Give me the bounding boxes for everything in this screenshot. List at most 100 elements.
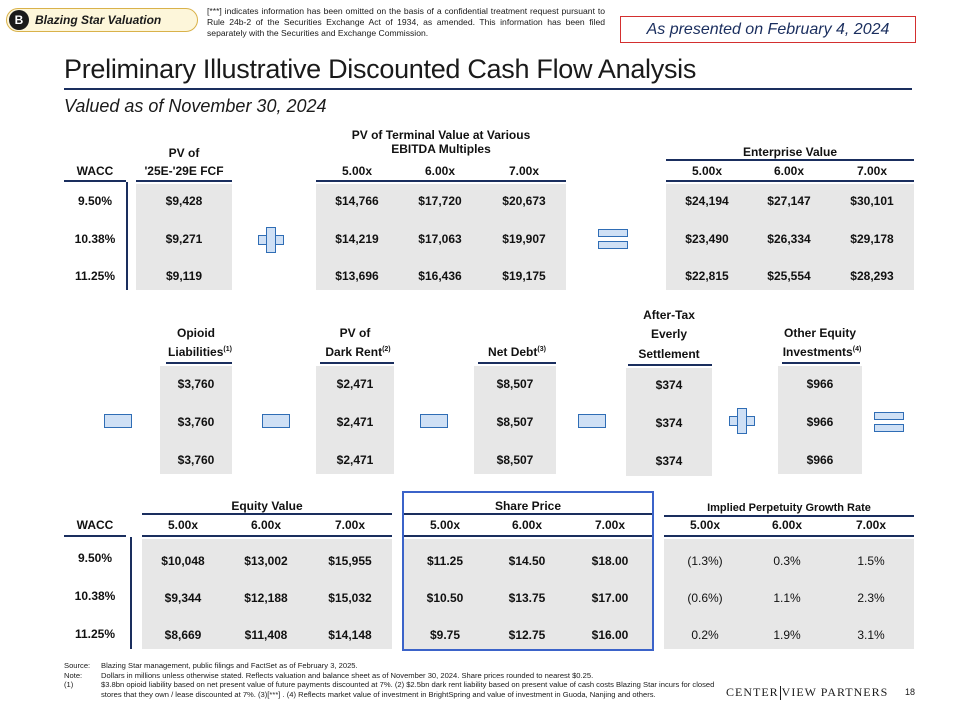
- share-price-header: Share Price: [494, 499, 562, 513]
- net-debt-header: Net Debt(3): [488, 345, 546, 359]
- dark-rent-header-line1: PV of: [339, 326, 371, 340]
- minus-icon: [578, 414, 606, 428]
- pv-fcf-band: [136, 184, 232, 290]
- pv-fcf-header-line1: PV of: [168, 146, 200, 160]
- ev-row1-col2: $27,147: [767, 194, 811, 208]
- top-wacc-row1: 9.50%: [77, 194, 113, 208]
- tv-row3-col3: $19,175: [502, 269, 546, 283]
- footnote-note: Note: Dollars in millions unless otherwi…: [64, 670, 594, 680]
- equals-icon: [874, 412, 904, 432]
- top-wacc-header: WACC: [76, 164, 114, 178]
- growth-multiple-3: 7.00x: [855, 518, 887, 532]
- pv-fcf-row3: $9,119: [165, 269, 203, 283]
- footnote-1: (1) $3.8bn opioid liability based on net…: [64, 680, 715, 699]
- tv-band: [316, 184, 566, 290]
- tv-row1-col1: $14,766: [335, 194, 379, 208]
- pv-fcf-rule: [136, 180, 232, 182]
- opioid-band: [160, 366, 232, 474]
- opioid-header-line1: Opioid: [177, 326, 215, 340]
- opioid-row1: $3,760: [177, 377, 215, 391]
- ev-multiple-1: 5.00x: [691, 164, 723, 178]
- growth-row1-col1: (1.3%): [687, 554, 723, 568]
- bottom-wacc-rule: [64, 535, 126, 537]
- ev-row2-col2: $26,334: [767, 232, 811, 246]
- share-multiple-1: 5.00x: [429, 518, 461, 532]
- share-row3-col3: $16.00: [591, 628, 629, 642]
- ev-row2-col3: $29,178: [850, 232, 894, 246]
- equity-multiple-1: 5.00x: [167, 518, 199, 532]
- equity-row2-col2: $12,188: [244, 591, 288, 605]
- equity-row1-col3: $15,955: [328, 554, 372, 568]
- growth-row3-col1: 0.2%: [691, 628, 719, 642]
- growth-row1-col3: 1.5%: [857, 554, 885, 568]
- tv-header-line2: EBITDA Multiples: [391, 142, 491, 156]
- share-row1-col1: $11.25: [426, 554, 464, 568]
- other-equity-header-line1: Other Equity: [783, 326, 856, 340]
- equity-row3-col3: $14,148: [328, 628, 372, 642]
- net-debt-row3: $8,507: [496, 453, 534, 467]
- share-row3-col2: $12.75: [508, 628, 546, 642]
- net-debt-rule: [478, 362, 556, 364]
- equity-multiple-2: 6.00x: [250, 518, 282, 532]
- equity-value-header-rule: [142, 513, 392, 515]
- growth-rule: [664, 535, 914, 537]
- equals-icon: [598, 229, 628, 249]
- dark-rent-row1: $2,471: [336, 377, 374, 391]
- share-row1-col2: $14.50: [508, 554, 546, 568]
- tv-multiple-3: 7.00x: [508, 164, 540, 178]
- other-equity-row1: $966: [806, 377, 834, 391]
- ev-rule: [666, 180, 914, 182]
- dark-rent-rule: [320, 362, 394, 364]
- other-equity-band: [778, 366, 862, 474]
- opioid-header-line2: Liabilities(1): [168, 345, 232, 359]
- badge-text: Blazing Star Valuation: [35, 13, 162, 27]
- ev-band: [666, 184, 914, 290]
- tv-row1-col3: $20,673: [502, 194, 546, 208]
- tv-header-line1: PV of Terminal Value at Various: [351, 128, 531, 142]
- other-equity-header-line2: Investments(4): [782, 345, 862, 359]
- pv-fcf-header-line2: '25E-'29E FCF: [144, 164, 224, 178]
- ev-row2-col1: $23,490: [685, 232, 729, 246]
- growth-multiple-1: 5.00x: [689, 518, 721, 532]
- top-wacc-divider: [126, 182, 128, 290]
- tv-multiple-2: 6.00x: [424, 164, 456, 178]
- share-rule: [404, 535, 652, 537]
- badge-letter: B: [9, 10, 29, 30]
- page-subtitle: Valued as of November 30, 2024: [64, 96, 327, 116]
- settlement-header-line3: Settlement: [638, 347, 700, 361]
- bottom-wacc-header: WACC: [76, 518, 114, 532]
- footnote-source: Source: Blazing Star management, public …: [64, 661, 358, 670]
- page-number: 18: [905, 687, 916, 697]
- dark-rent-row3: $2,471: [336, 453, 374, 467]
- ev-multiple-3: 7.00x: [856, 164, 888, 178]
- share-row2-col3: $17.00: [591, 591, 629, 605]
- minus-icon: [420, 414, 448, 428]
- logo-divider: [779, 686, 781, 701]
- presented-date-box: As presented on February 4, 2024: [620, 16, 916, 43]
- section-badge: B Blazing Star Valuation: [6, 8, 198, 32]
- ev-header-rule: [666, 159, 914, 161]
- tv-row2-col2: $17,063: [418, 232, 462, 246]
- top-wacc-rule: [64, 180, 126, 182]
- bottom-wacc-row3: 11.25%: [74, 627, 116, 641]
- equity-row1-col2: $13,002: [244, 554, 288, 568]
- tv-row2-col3: $19,907: [502, 232, 546, 246]
- top-wacc-row3: 11.25%: [74, 269, 116, 283]
- ev-row3-col2: $25,554: [767, 269, 811, 283]
- equity-row3-col2: $11,408: [244, 628, 288, 642]
- bottom-wacc-row2: 10.38%: [74, 589, 116, 603]
- pv-fcf-row2: $9,271: [165, 232, 203, 246]
- ev-row1-col1: $24,194: [685, 194, 729, 208]
- plus-icon: [258, 227, 284, 253]
- top-wacc-row2: 10.38%: [74, 232, 116, 246]
- growth-rate-header: Implied Perpetuity Growth Rate: [707, 502, 871, 514]
- equity-row3-col1: $8,669: [164, 628, 202, 642]
- equity-rule: [142, 535, 392, 537]
- dark-rent-row2: $2,471: [336, 415, 374, 429]
- equity-row2-col1: $9,344: [164, 591, 202, 605]
- growth-rate-header-rule: [664, 515, 914, 517]
- growth-multiple-2: 6.00x: [771, 518, 803, 532]
- bottom-wacc-divider: [130, 537, 132, 649]
- other-equity-row2: $966: [806, 415, 834, 429]
- tv-row2-col1: $14,219: [335, 232, 379, 246]
